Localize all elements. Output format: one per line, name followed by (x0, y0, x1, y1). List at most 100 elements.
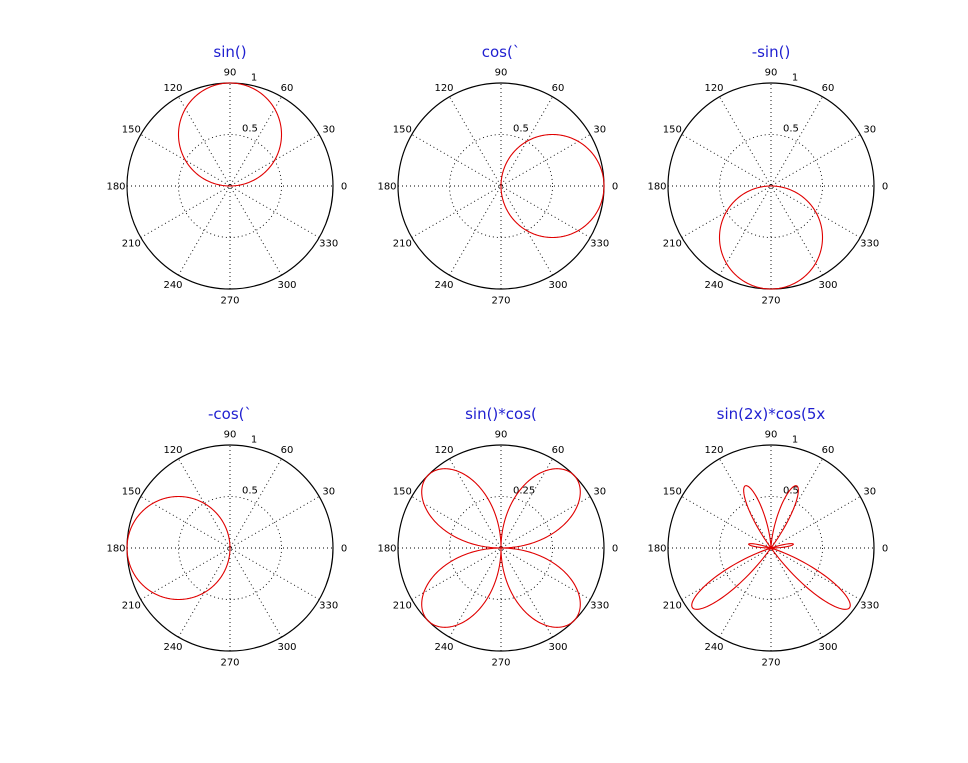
angle-tick-label: 210 (122, 239, 141, 250)
outer-circle (397, 444, 605, 652)
angle-tick-label: 150 (122, 487, 141, 498)
angle-tick-label: 330 (319, 601, 338, 612)
angle-tick-label: 330 (590, 239, 609, 250)
angle-tick-label: 240 (704, 642, 723, 653)
plot-title: -cos(` (208, 405, 252, 423)
angle-tick-label: 180 (106, 544, 125, 555)
angle-tick-label: 0 (882, 544, 888, 555)
angle-tick-label: 240 (163, 280, 182, 291)
angle-tick-label: 300 (277, 280, 296, 291)
polar-plot-5: 0 30 60 90 120 150 180 210 240 270 300 330 0.25 sin()… (377, 405, 618, 669)
angle-tick-label: 60 (281, 445, 294, 456)
angle-tick-label: 330 (860, 601, 879, 612)
angle-tick-label: 150 (122, 125, 141, 136)
angle-tick-label: 240 (704, 280, 723, 291)
angle-tick-label: 210 (122, 601, 141, 612)
radial-tick-label: 0.5 (513, 123, 529, 134)
angle-tick-label: 300 (548, 642, 567, 653)
angle-tick-label: 60 (822, 445, 835, 456)
angle-tick-label: 210 (393, 601, 412, 612)
angle-tick-label: 0 (882, 182, 888, 193)
angle-tick-label: 300 (548, 280, 567, 291)
angle-tick-label: 90 (495, 68, 508, 79)
angle-tick-label: 120 (704, 445, 723, 456)
angle-tick-label: 180 (647, 544, 666, 555)
polar-plot-2: 0 30 60 90 120 150 180 210 240 270 300 330 0.5 cos(` (377, 43, 618, 307)
grid-circle-inner (449, 496, 553, 600)
radial-tick-label: 0.25 (513, 485, 535, 496)
angle-tick-label: 150 (393, 125, 412, 136)
outer-circle (667, 444, 875, 652)
series-line (126, 495, 231, 601)
angle-tick-label: 60 (552, 445, 565, 456)
angle-tick-label: 120 (704, 83, 723, 94)
angle-tick-label: 90 (765, 68, 778, 79)
angle-tick-label: 30 (863, 125, 876, 136)
angle-tick-label: 270 (220, 658, 239, 669)
plot-title: sin() (213, 43, 246, 61)
radial-tick-label: 1 (251, 435, 257, 446)
angle-tick-label: 240 (434, 280, 453, 291)
grid-circle-inner (178, 134, 282, 238)
angle-tick-label: 30 (322, 125, 335, 136)
radial-tick-label: 0.5 (783, 485, 799, 496)
grid-circle-inner (719, 496, 823, 600)
angle-tick-label: 0 (341, 182, 347, 193)
radial-tick-label: 0.5 (242, 123, 258, 134)
angle-tick-label: 90 (495, 430, 508, 441)
angle-tick-label: 30 (593, 125, 606, 136)
angle-tick-label: 30 (593, 487, 606, 498)
series-line (691, 485, 851, 610)
angle-tick-label: 330 (860, 239, 879, 250)
angle-tick-label: 0 (612, 544, 618, 555)
angle-tick-label: 90 (224, 430, 237, 441)
angle-tick-label: 30 (863, 487, 876, 498)
angle-tick-label: 60 (552, 83, 565, 94)
angle-tick-label: 270 (761, 296, 780, 307)
angle-tick-label: 120 (163, 445, 182, 456)
angle-tick-label: 90 (224, 68, 237, 79)
angle-tick-label: 270 (491, 658, 510, 669)
angle-tick-label: 60 (822, 83, 835, 94)
plot-title: sin()*cos( (465, 405, 537, 423)
polar-plot-4: 0 30 60 90 120 150 180 210 240 270 300 330 0.5 1 -cos(… (106, 405, 347, 669)
angle-tick-label: 180 (377, 182, 396, 193)
angle-tick-label: 120 (434, 445, 453, 456)
angle-tick-label: 180 (106, 182, 125, 193)
angle-tick-label: 0 (341, 544, 347, 555)
angle-tick-label: 240 (434, 642, 453, 653)
grid-circle-inner (719, 134, 823, 238)
angle-tick-label: 90 (765, 430, 778, 441)
angle-tick-label: 330 (319, 239, 338, 250)
grid-circle-inner (178, 496, 282, 600)
series-line (177, 82, 283, 187)
plot-title: cos(` (482, 43, 521, 61)
series-line (500, 133, 605, 239)
angle-tick-label: 60 (281, 83, 294, 94)
series-line (718, 185, 824, 290)
plot-title: -sin() (752, 43, 791, 61)
angle-tick-label: 300 (818, 280, 837, 291)
polar-plot-1: 0 30 60 90 120 150 180 210 240 270 300 330 0.5 1 sin() (106, 43, 347, 307)
angle-tick-label: 180 (647, 182, 666, 193)
angle-tick-label: 210 (393, 239, 412, 250)
angle-tick-label: 0 (612, 182, 618, 193)
polar-plot-3: 0 30 60 90 120 150 180 210 240 270 300 330 0.5 1 -sin(… (647, 43, 888, 307)
angle-tick-label: 330 (590, 601, 609, 612)
radial-tick-label: 0.5 (242, 485, 258, 496)
angle-tick-label: 240 (163, 642, 182, 653)
angle-tick-label: 30 (322, 487, 335, 498)
angle-tick-label: 150 (663, 125, 682, 136)
angle-tick-label: 210 (663, 601, 682, 612)
plot-title: sin(2x)*cos(5x (717, 405, 826, 423)
angle-tick-label: 180 (377, 544, 396, 555)
radial-tick-label: 0.5 (783, 123, 799, 134)
radial-tick-label: 1 (251, 73, 257, 84)
angle-tick-label: 120 (434, 83, 453, 94)
angle-tick-label: 150 (663, 487, 682, 498)
angle-tick-label: 150 (393, 487, 412, 498)
angle-tick-label: 300 (818, 642, 837, 653)
angle-tick-label: 120 (163, 83, 182, 94)
angle-tick-label: 210 (663, 239, 682, 250)
